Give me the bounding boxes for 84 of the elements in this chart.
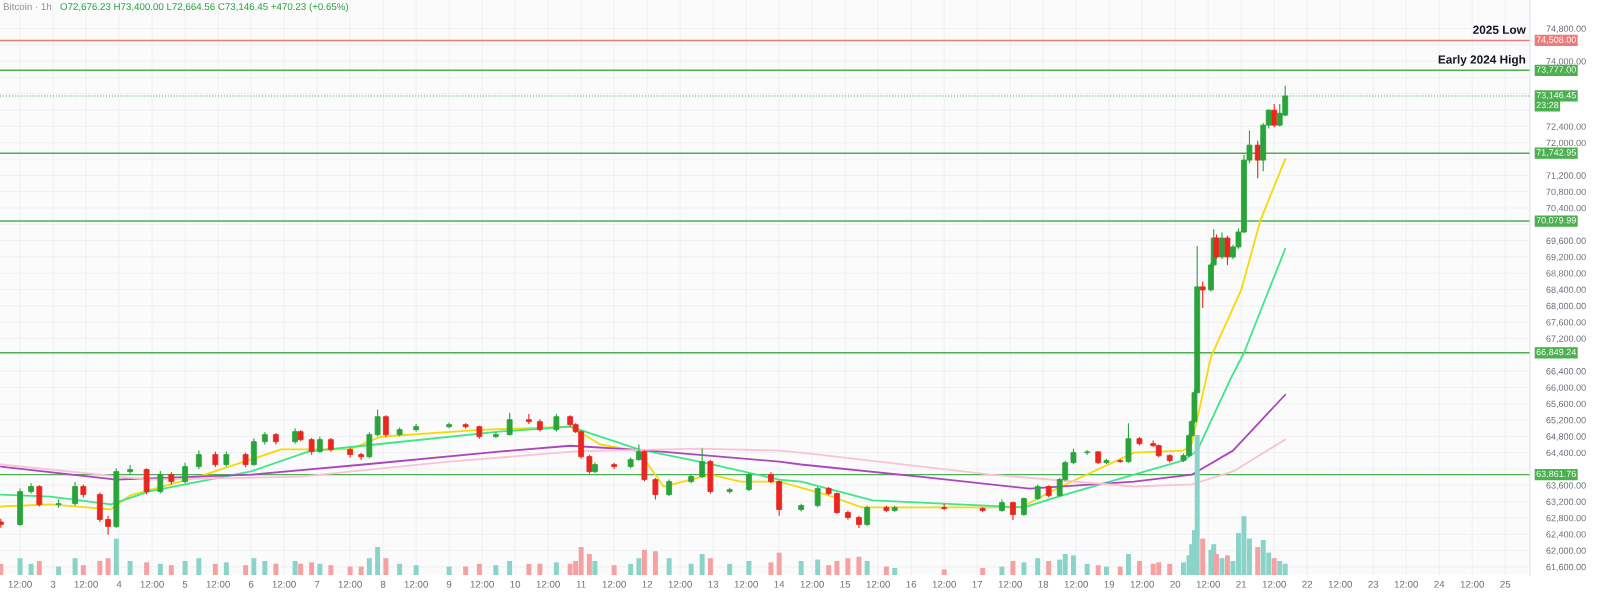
annotation: 2025 Low (1473, 25, 1526, 34)
x-tick-label: 12:00 (1460, 580, 1485, 588)
x-tick-label: 4 (116, 580, 122, 588)
y-tick-label: 68,400.00 (1546, 286, 1586, 294)
x-tick-label: 24 (1434, 580, 1445, 588)
x-tick-label: 12:00 (74, 580, 98, 588)
y-tick-label: 64,800.00 (1546, 433, 1586, 441)
x-tick-label: 13 (708, 580, 719, 588)
y-tick-label: 65,600.00 (1546, 400, 1586, 409)
chart-title: Bitcoin · 1h (3, 2, 52, 11)
y-tick-label: 72,400.00 (1546, 123, 1586, 131)
x-tick-label: 12:00 (1130, 580, 1154, 588)
x-tick-label: 12:00 (800, 580, 824, 588)
x-tick-label: 12:00 (998, 580, 1022, 588)
x-tick-label: 21 (1236, 580, 1247, 588)
x-tick-label: 14 (774, 580, 785, 588)
x-tick-label: 15 (840, 580, 851, 588)
ref-line-label: 73,777.00 (1536, 66, 1576, 74)
x-tick-label: 17 (972, 580, 983, 588)
text: 23:28 (1536, 101, 1559, 109)
x-tick-label: 12:00 (404, 580, 428, 588)
y-tick-label: 62,400.00 (1546, 531, 1586, 539)
y-tick-label: 71,200.00 (1546, 172, 1586, 180)
x-tick-label: 22 (1302, 580, 1313, 588)
x-tick-label: 12 (642, 580, 653, 588)
annotation: Early 2024 High (1438, 55, 1526, 67)
x-tick-label: 12:00 (602, 580, 626, 588)
y-tick-label: 66,000.00 (1546, 384, 1586, 392)
y-tick-label: 74,000.00 (1546, 58, 1586, 66)
y-tick-label: 74,800.00 (1546, 25, 1586, 33)
x-tick-label: 12:00 (1196, 580, 1220, 588)
x-tick-label: 20 (1170, 580, 1181, 588)
x-tick-label: 18 (1038, 580, 1049, 588)
y-tick-label: 62,800.00 (1546, 514, 1586, 523)
x-tick-label: 12:00 (272, 580, 296, 588)
x-tick-label: 12:00 (206, 580, 230, 588)
y-tick-label: 68,800.00 (1546, 270, 1586, 278)
x-tick-label: 12:00 (470, 580, 494, 588)
y-tick-label: 69,200.00 (1546, 253, 1586, 262)
y-tick-label: 70,800.00 (1546, 188, 1586, 197)
y-tick-label: 67,600.00 (1546, 319, 1586, 327)
x-tick-label: 12:00 (866, 580, 890, 588)
y-tick-label: 66,400.00 (1546, 368, 1586, 376)
x-tick-label: 23 (1368, 580, 1379, 588)
x-tick-label: 5 (182, 580, 188, 588)
x-tick-label: 6 (248, 580, 254, 588)
y-tick-label: 68,000.00 (1546, 302, 1586, 311)
x-tick-label: 12:00 (338, 580, 362, 588)
x-tick-label: 7 (314, 580, 320, 588)
ref-line-label: 70,079.99 (1536, 217, 1576, 225)
x-tick-label: 12:00 (1394, 580, 1419, 588)
x-tick-label: 3 (50, 580, 56, 588)
x-tick-label: 12:00 (1064, 580, 1088, 588)
y-tick-label: 62,000.00 (1546, 547, 1586, 555)
ref-line-label: 71,742.95 (1536, 149, 1576, 157)
x-tick-label: 8 (380, 580, 386, 588)
chart-subtitle: O72,676.23 H73,400.00 L72,664.56 C73,146.45 +470.23 (+0.65%) (60, 2, 349, 12)
x-tick-label: 11 (576, 580, 586, 588)
x-tick-label: 12:00 (734, 580, 758, 588)
y-tick-label: 61,600.00 (1546, 563, 1586, 572)
x-tick-label: 12:00 (1328, 580, 1353, 588)
x-tick-label: 12:00 (140, 580, 164, 588)
y-tick-label: 70,400.00 (1546, 204, 1586, 213)
ref-line-label: 73,146.45 (1536, 92, 1576, 100)
x-tick-label: 12:00 (1262, 580, 1287, 588)
y-tick-label: 63,200.00 (1546, 498, 1586, 507)
y-tick-label: 65,200.00 (1546, 417, 1586, 425)
y-tick-label: 64,400.00 (1546, 449, 1586, 458)
ref-line-label: 63,861.76 (1536, 470, 1576, 479)
ref-line-label: 74,508.00 (1536, 36, 1576, 44)
x-tick-label: 9 (446, 580, 452, 588)
x-tick-label: 25 (1500, 580, 1511, 588)
y-tick-label: 67,200.00 (1546, 335, 1586, 343)
y-tick-label: 72,000.00 (1546, 139, 1586, 148)
ref-line-label: 66,849.24 (1536, 348, 1577, 357)
x-tick-label: 12:00 (536, 580, 560, 588)
x-tick-label: 19 (1104, 580, 1115, 588)
x-tick-label: 10 (510, 580, 521, 588)
x-tick-label: 12:00 (668, 580, 692, 588)
x-tick-label: 16 (906, 580, 917, 588)
x-tick-label: 12:00 (932, 580, 956, 588)
y-tick-label: 63,600.00 (1546, 482, 1586, 490)
y-tick-label: 69,600.00 (1546, 237, 1586, 246)
x-tick-label: 12:00 (8, 580, 32, 588)
